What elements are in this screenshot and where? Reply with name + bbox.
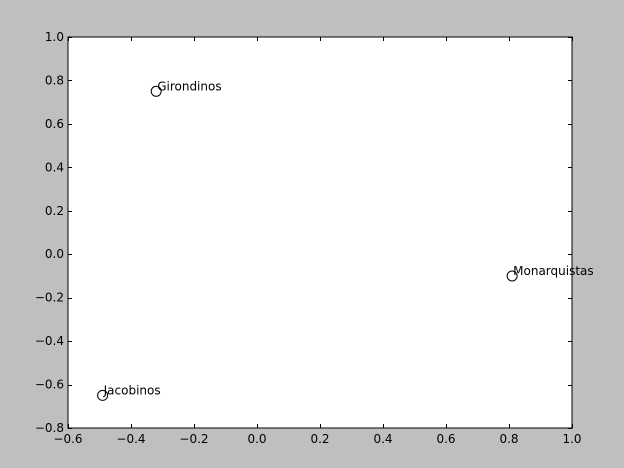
x-tick-label: −0.6 xyxy=(53,432,82,446)
data-point-marker xyxy=(506,270,518,282)
x-tick-label: 0.2 xyxy=(310,432,329,446)
plot-area xyxy=(68,37,572,428)
y-tick-label: −0.6 xyxy=(35,378,64,392)
y-tick-label: 1.0 xyxy=(45,30,64,44)
data-point-marker xyxy=(97,389,109,401)
y-tick-label: −0.4 xyxy=(35,334,64,348)
x-tick-label: −0.4 xyxy=(116,432,145,446)
y-tick-label: 0.8 xyxy=(45,73,64,87)
y-tick-label: −0.2 xyxy=(35,291,64,305)
y-tick-label: −0.8 xyxy=(35,421,64,435)
x-tick-label: −0.2 xyxy=(179,432,208,446)
x-tick-label: 1.0 xyxy=(562,432,581,446)
x-tick-label: 0.6 xyxy=(436,432,455,446)
data-point-marker xyxy=(150,85,162,97)
data-point-label: Monarquistas xyxy=(513,264,594,278)
axis-tick-labels: −0.6 −0.4 −0.2 0.0 0.2 0.4 0.6 0.8 1.0−0.8−0.6−0… xyxy=(35,30,582,446)
x-tick-label: 0.8 xyxy=(499,432,518,446)
x-tick-label: 0.4 xyxy=(373,432,392,446)
data-points: Girondinos Monarquistas Jacobinos xyxy=(97,79,594,401)
plot-frame xyxy=(67,36,573,429)
x-tick-label: 0.0 xyxy=(247,432,266,446)
y-tick-label: 0.4 xyxy=(45,160,64,174)
y-tick-label: 0.6 xyxy=(45,117,64,131)
y-tick-label: 0.0 xyxy=(45,247,64,261)
y-tick-label: 0.2 xyxy=(45,204,64,218)
data-point-label: Jacobinos xyxy=(103,383,161,397)
data-point-label: Girondinos xyxy=(157,79,221,93)
